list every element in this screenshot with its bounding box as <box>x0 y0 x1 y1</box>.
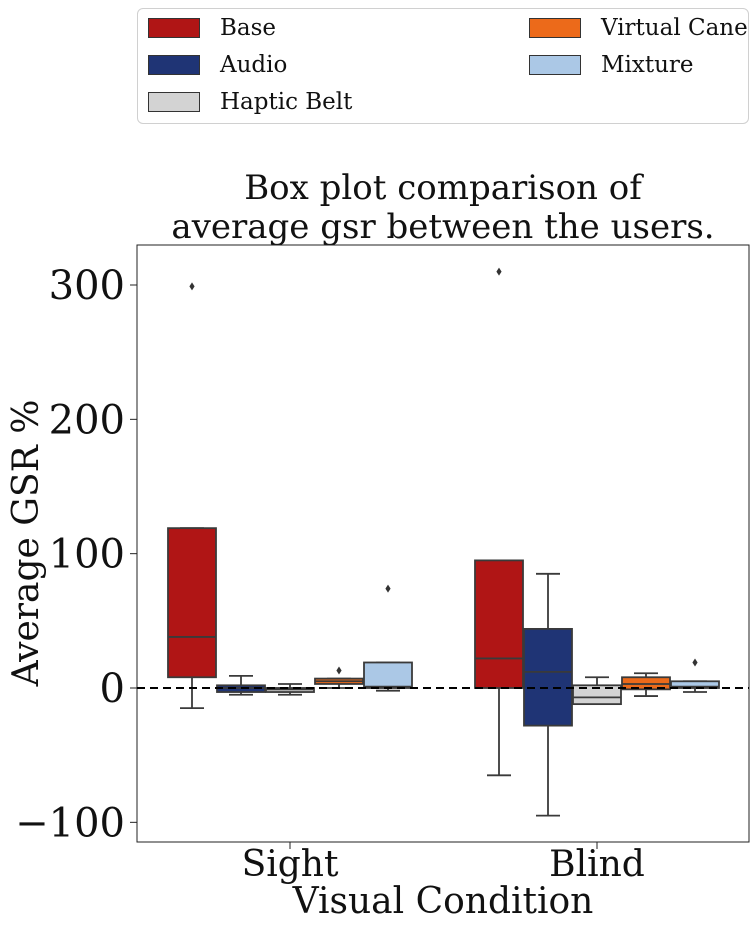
box-virtual-cane-blind <box>621 672 671 697</box>
iqr-box-mixture-blind <box>670 680 720 689</box>
outlier-virtual-cane-sight-0 <box>336 666 342 675</box>
box-mixture-blind <box>670 658 720 693</box>
iqr-box-base-blind <box>474 559 524 689</box>
chart-title-line-1: Box plot comparison of <box>244 168 644 208</box>
y-tick-label-4: −100 <box>15 800 125 846</box>
y-tick-label-1: 200 <box>49 397 125 443</box>
chart-title-line-2: average gsr between the users. <box>171 207 714 247</box>
outlier-base-sight-0 <box>189 282 195 291</box>
box-haptic-belt-sight <box>265 683 315 696</box>
legend-label-virtual-cane: Virtual Cane <box>601 15 748 41</box>
box-base-sight <box>167 282 217 710</box>
legend-label-haptic-belt: Haptic Belt <box>220 89 353 115</box>
box-haptic-belt-blind <box>572 676 622 706</box>
iqr-box-audio-blind <box>523 627 573 727</box>
legend-label-mixture: Mixture <box>601 52 694 78</box>
legend-label-base: Base <box>220 15 277 41</box>
legend-swatch-audio <box>148 55 200 75</box>
legend-item-haptic-belt: Haptic Belt <box>148 89 352 115</box>
iqr-box-base-sight <box>167 527 217 679</box>
legend-item-base: Base <box>148 15 276 41</box>
iqr-box-mixture-sight <box>363 661 413 689</box>
legend-item-audio: Audio <box>148 52 287 78</box>
y-axis-label: Average GSR % <box>6 400 47 688</box>
axis-layer: 300 200 100 0 −100 Sight Blind <box>15 263 645 885</box>
legend: Base Audio Haptic Belt Virtual Cane Mixt… <box>137 8 749 124</box>
legend-swatch-base <box>148 18 200 38</box>
y-tick-label-0: 300 <box>49 263 125 309</box>
box-audio-sight <box>216 675 266 696</box>
plot-layer <box>137 267 749 817</box>
legend-item-mixture: Mixture <box>529 52 694 78</box>
x-tick-label-blind: Blind <box>549 844 645 885</box>
box-mixture-sight <box>363 584 413 692</box>
y-tick-label-3: 0 <box>100 666 125 712</box>
legend-swatch-mixture <box>529 55 581 75</box>
outlier-base-blind-0 <box>496 267 502 276</box>
legend-item-virtual-cane: Virtual Cane <box>529 15 748 41</box>
outlier-mixture-blind-0 <box>692 658 698 667</box>
iqr-box-haptic-belt-blind <box>572 684 622 706</box>
outlier-mixture-sight-0 <box>385 584 391 593</box>
box-audio-blind <box>523 572 573 817</box>
box-virtual-cane-sight <box>314 666 364 689</box>
legend-swatch-haptic-belt <box>148 92 200 112</box>
x-axis-label: Visual Condition <box>292 881 594 922</box>
y-tick-label-2: 100 <box>49 532 125 578</box>
legend-swatch-virtual-cane <box>529 18 581 38</box>
plot-area-frame <box>136 244 750 843</box>
box-base-blind <box>474 267 524 777</box>
x-tick-label-sight: Sight <box>242 844 339 885</box>
legend-label-audio: Audio <box>220 52 288 78</box>
